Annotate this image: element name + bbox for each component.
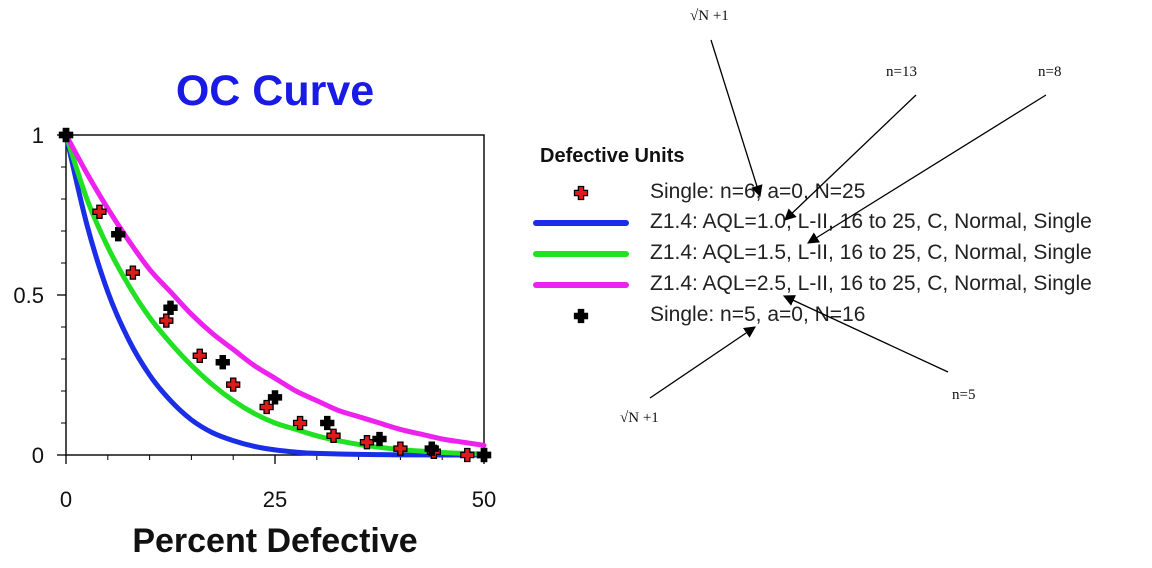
legend-swatch-red-marker <box>573 185 589 201</box>
legend-label-aql-2-5: Z1.4: AQL=2.5, L-II, 16 to 25, C, Normal… <box>650 272 1092 295</box>
series-0-red-point <box>125 265 141 280</box>
x-tick-label-25: 25 <box>263 487 287 512</box>
series-4-black-point <box>424 441 439 456</box>
legend-swatch-black-marker <box>573 308 589 324</box>
series-lines <box>63 132 487 458</box>
series-0-red-point <box>326 428 341 443</box>
series-0-red-point <box>292 415 308 431</box>
series-2-green-curve <box>63 132 487 457</box>
arrow-n13 <box>784 94 917 221</box>
legend-swatches <box>533 185 629 324</box>
arrow-sqrt-top <box>710 39 763 198</box>
arrow-n5 <box>782 295 949 373</box>
x-tick-label-50: 50 <box>472 487 496 512</box>
annotation-n5: n=5 <box>952 387 975 403</box>
legend-label-black-single: Single: n=5, a=0, N=16 <box>650 303 865 326</box>
series-4-black-point <box>215 355 230 370</box>
series-4-black-point <box>58 127 74 143</box>
series-0-red-point <box>226 377 241 392</box>
series-markers <box>58 127 492 463</box>
annotation-sqrt-n-plus-1-bottom: √N +1 <box>620 410 659 426</box>
chart-title: OC Curve <box>176 67 374 115</box>
series-0-red-point <box>359 435 375 450</box>
series-0-red-point <box>192 348 207 363</box>
arrow-sqrt-bottom <box>649 326 756 399</box>
legend: Defective Units Single: n=6, a=0, N=25 Z… <box>533 145 1092 326</box>
series-4-black-point <box>476 447 492 463</box>
legend-title: Defective Units <box>540 145 685 167</box>
annotation-n8: n=8 <box>1038 64 1061 80</box>
series-3-magenta-curve <box>63 132 487 448</box>
axis-ticks <box>57 134 485 464</box>
arrow-n8 <box>807 94 1047 244</box>
series-4-black-point <box>163 300 178 315</box>
legend-label-aql-1-5: Z1.4: AQL=1.5, L-II, 16 to 25, C, Normal… <box>650 241 1092 264</box>
series-0-red-point <box>159 313 174 328</box>
y-tick-label-0: 0 <box>32 443 44 468</box>
series-4-black-point <box>267 390 283 405</box>
series-0-red-point <box>92 204 107 219</box>
series-1-blue-curve <box>63 132 487 458</box>
series-0-red-point <box>393 441 408 456</box>
legend-label-red-single: Single: n=6, a=0, N=25 <box>650 180 865 203</box>
y-tick-label-1: 1 <box>32 123 44 148</box>
x-tick-label-0: 0 <box>60 487 72 512</box>
series-4-black-point <box>372 431 387 447</box>
legend-label-aql-1-0: Z1.4: AQL=1.0, L-II, 16 to 25, C, Normal… <box>650 210 1092 233</box>
series-4-black-point <box>320 415 335 431</box>
annotation-n13: n=13 <box>886 64 917 80</box>
series-0-red-point <box>460 447 475 463</box>
annotation-sqrt-n-plus-1-top: √N +1 <box>690 8 729 24</box>
series-0-red-point <box>259 399 274 415</box>
x-axis-title: Percent Defective <box>132 522 417 560</box>
y-tick-label-0.5: 0.5 <box>13 283 44 308</box>
plot-frame <box>65 134 485 456</box>
series-4-black-point <box>111 227 126 242</box>
annotation-arrows <box>649 39 1047 399</box>
